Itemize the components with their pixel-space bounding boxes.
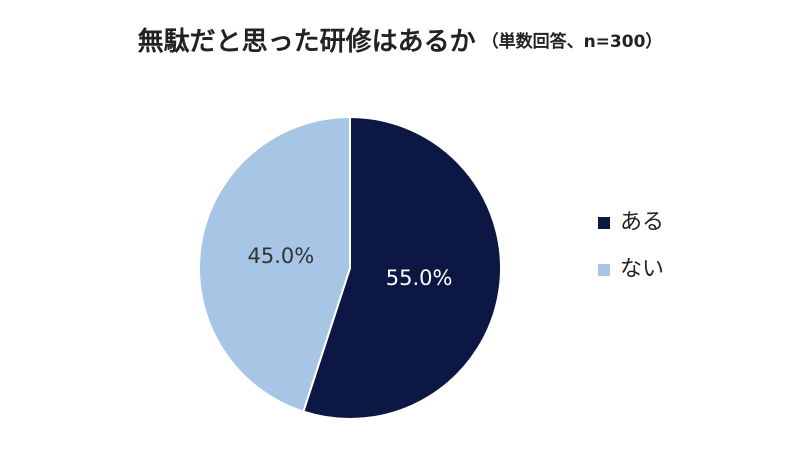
chart-heading: 無駄だと思った研修はあるか （単数回答、n=300） (138, 26, 663, 57)
legend-label: ない (620, 257, 664, 282)
pie-slice (198, 115, 351, 413)
legend-label: ある (620, 210, 664, 235)
chart-title: 無駄だと思った研修はあるか (138, 26, 476, 57)
chart-subtitle: （単数回答、n=300） (482, 31, 663, 52)
pie-slice (302, 115, 502, 420)
data-label: 55.0% (386, 266, 453, 290)
legend-swatch (598, 217, 610, 229)
legend-swatch (598, 264, 610, 276)
data-label: 45.0% (248, 244, 315, 268)
